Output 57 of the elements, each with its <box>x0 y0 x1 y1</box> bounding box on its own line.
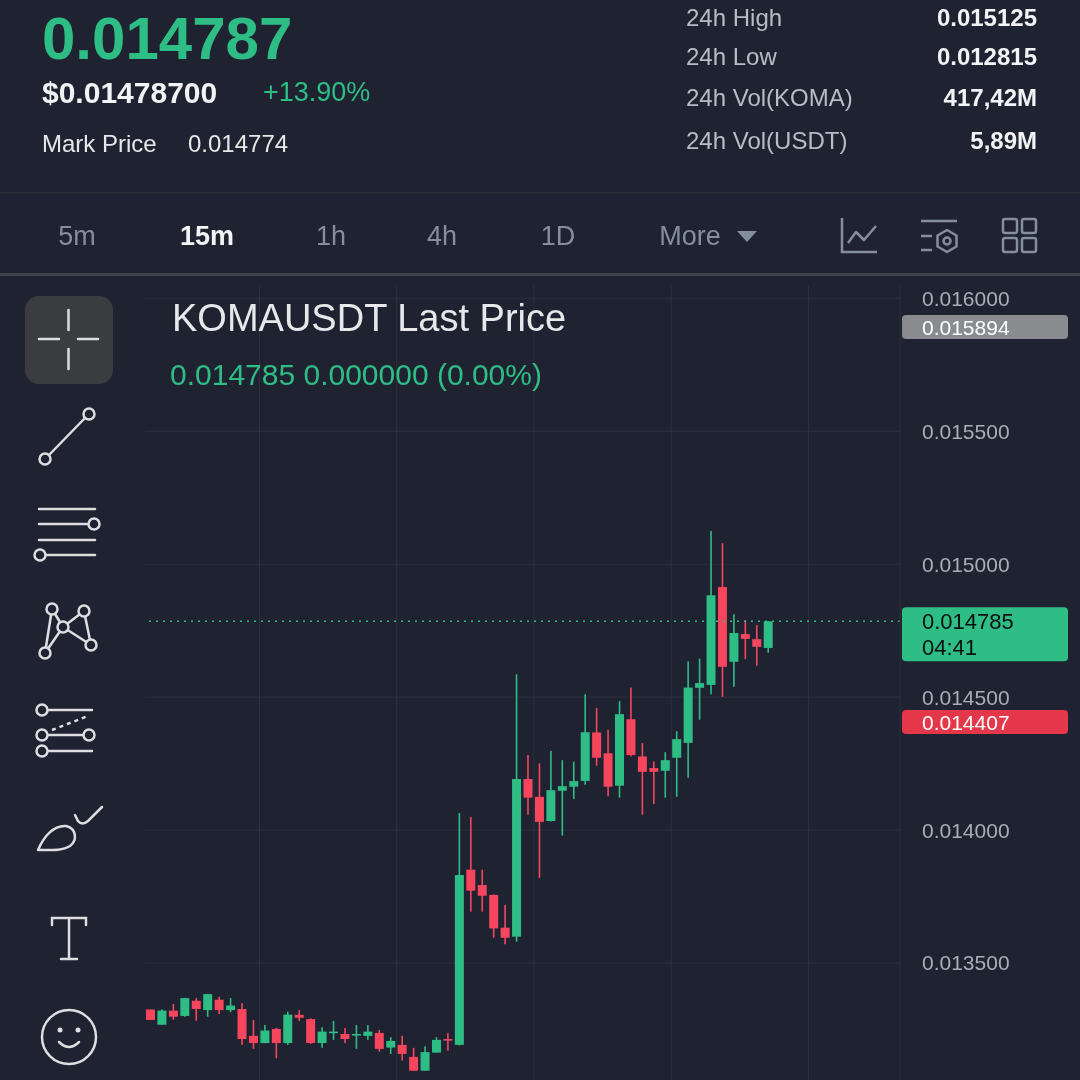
candlestick <box>500 904 510 945</box>
candlestick <box>740 619 750 660</box>
y-tick-label: 0.015500 <box>922 419 1010 443</box>
text: +13.90% <box>263 77 371 107</box>
y-tick-label: 0.014500 <box>922 685 1010 709</box>
candlestick <box>374 1029 384 1053</box>
text: 24h Low <box>686 42 778 70</box>
candlestick <box>660 751 670 799</box>
candlestick <box>351 1024 361 1050</box>
candlestick <box>397 1035 407 1062</box>
y-tick-label: 0.015000 <box>922 552 1010 576</box>
text: 0.014785 0.000000 (0.00%) <box>170 357 542 393</box>
y-tick-label: 0.013500 <box>922 951 1010 975</box>
text: 0.015894 <box>922 315 1010 339</box>
candlestick <box>443 1032 453 1052</box>
ref-line-label: 0.014785 <box>922 608 1014 634</box>
candlestick <box>294 1009 304 1022</box>
text: 04:41 <box>922 634 978 660</box>
candlestick <box>420 1045 430 1072</box>
candlestick <box>191 997 201 1022</box>
candlestick <box>523 754 533 816</box>
text: More <box>659 221 721 251</box>
text: 24h Vol(USDT) <box>686 126 848 154</box>
text: $0.01478700 <box>42 75 218 109</box>
text: 0.012815 <box>936 42 1037 70</box>
y-tick-label: 0.016000 <box>922 286 1010 310</box>
candlestick <box>248 1019 258 1050</box>
text: 5m <box>58 221 96 251</box>
text: 15m <box>179 221 235 251</box>
text: 24h High <box>686 3 783 31</box>
text: 4h <box>426 221 458 251</box>
text: 24h Vol(KOMA) <box>686 83 853 111</box>
candlestick <box>557 759 567 837</box>
text: Mark Price <box>42 129 157 157</box>
text: 0.014407 <box>922 710 1010 734</box>
candlestick <box>569 760 579 800</box>
text: 5,89M <box>970 126 1037 154</box>
text: 0.015125 <box>936 3 1037 31</box>
candlestick <box>649 760 659 805</box>
candlestick <box>271 1027 281 1059</box>
candlestick <box>363 1024 373 1041</box>
text: 0.014787 <box>42 4 293 72</box>
candlestick <box>409 1047 419 1072</box>
y-tick-label: 0.014000 <box>922 818 1010 842</box>
candlestick <box>752 624 762 667</box>
text: 417,42M <box>943 83 1037 111</box>
text: 1D <box>540 221 576 251</box>
candlestick <box>672 730 682 798</box>
candlestick <box>466 816 476 913</box>
chart-title: KOMAUSDT Last Price <box>172 296 567 341</box>
candlestick <box>477 868 487 913</box>
text: 0.014774 <box>188 129 289 157</box>
text: 1h <box>315 221 347 251</box>
candlestick <box>317 1026 327 1049</box>
candlestick <box>637 742 647 816</box>
candlestick <box>306 1017 316 1045</box>
candlestick <box>695 657 705 721</box>
